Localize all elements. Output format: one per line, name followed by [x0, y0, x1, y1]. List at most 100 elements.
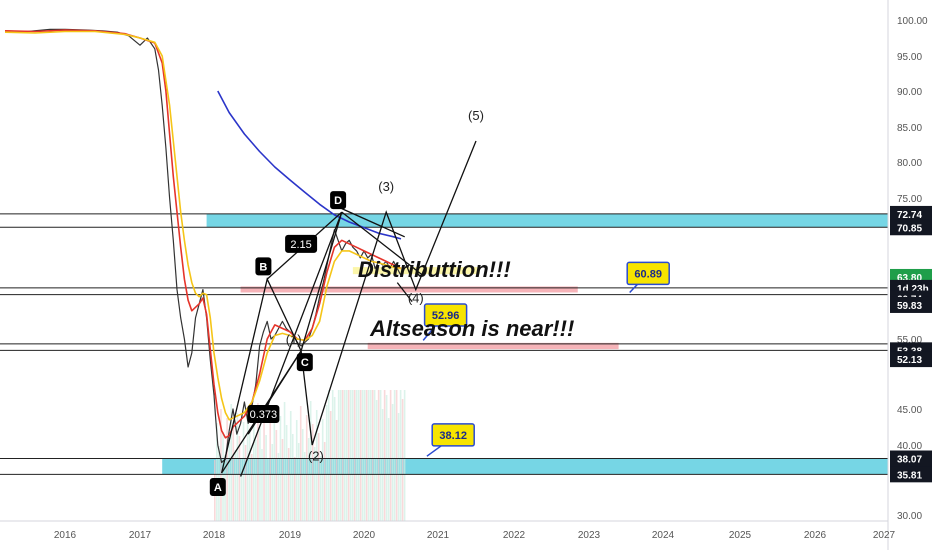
price-zone [162, 458, 888, 475]
x-tick-label: 2017 [129, 530, 152, 541]
volume-bar [375, 400, 378, 521]
price-tag-label: 52.13 [897, 355, 922, 366]
volume-bar [367, 390, 370, 521]
volume-bar [343, 390, 346, 521]
wave-line [239, 211, 343, 477]
price-tag-box [890, 296, 932, 313]
volume-bar [283, 402, 286, 521]
x-tick-label: 2027 [873, 530, 896, 541]
volume-bar [365, 390, 368, 521]
ratio-label-box [285, 234, 318, 253]
volume-bar [246, 408, 249, 521]
wave-label: (5) [468, 108, 484, 123]
callout-value: 52.96 [432, 310, 460, 322]
x-tick-label: 2016 [54, 530, 77, 541]
y-tick-label: 40.00 [897, 441, 922, 452]
volume-bar [295, 420, 298, 521]
y-tick-label: 95.00 [897, 52, 922, 63]
volume-bar [363, 390, 366, 521]
volume-bar [250, 454, 253, 521]
volume-bar [222, 432, 224, 521]
volume-bar [373, 390, 376, 521]
volume-bar [377, 390, 380, 521]
volume-bar [389, 390, 392, 521]
wave-label: (2) [308, 448, 324, 463]
point-label-box [209, 478, 226, 496]
ratio-label-box [247, 405, 280, 424]
wave-label: (4) [408, 290, 424, 305]
x-tick-label: 2024 [652, 530, 675, 541]
y-tick-label: 90.00 [897, 87, 922, 98]
volume-bar [259, 426, 261, 521]
point-label: C [301, 357, 309, 369]
volume-bar [263, 412, 265, 521]
price-tag-label: 63.80 [897, 273, 922, 284]
volume-bar [265, 435, 267, 521]
point-label-box [255, 257, 272, 276]
volume-bar [349, 390, 352, 521]
price-tag-box [890, 450, 932, 467]
volume-bar [287, 448, 290, 521]
volume-bar [381, 409, 384, 521]
price-tag-label: 72.74 [897, 210, 922, 221]
volume-bar [323, 442, 326, 521]
x-tick-label: 2025 [729, 530, 752, 541]
y-tick-label: 30.00 [897, 511, 922, 522]
volume-bar [357, 390, 360, 521]
y-tick-label: 80.00 [897, 158, 922, 169]
price-tag-box [890, 219, 932, 236]
series-line [4, 29, 402, 439]
volume-bar [293, 457, 296, 521]
x-tick-label: 2023 [578, 530, 601, 541]
volume-bar [309, 401, 312, 521]
volume-bar [307, 438, 310, 521]
volume-bar [403, 390, 406, 521]
callout-value: 38.12 [439, 430, 467, 442]
y-tick-label: 55.00 [897, 335, 922, 346]
volume-bar [383, 390, 386, 521]
volume-layer [214, 390, 406, 521]
volume-bar [279, 416, 282, 521]
x-tick-label: 2021 [427, 530, 450, 541]
volume-bar [369, 390, 372, 521]
y-axis[interactable]: 30.00 40.00 45.00 55.00 75.00 80.00 85.00 90.00… [897, 16, 928, 522]
volume-bar [267, 458, 269, 521]
volume-bar [399, 390, 402, 521]
volume-bar [234, 450, 237, 521]
x-axis[interactable]: 2016 2017 2018 2019 2020 2021 2022 2023 2024 2025… [54, 530, 896, 541]
y-tick-label: 100.00 [897, 16, 928, 27]
volume-bar [327, 390, 330, 521]
volume-bar [242, 422, 245, 521]
horizontal-line-layer [0, 213, 888, 475]
volume-bar [248, 431, 251, 521]
point-label: A [214, 482, 222, 494]
price-tag-box [890, 205, 932, 222]
volume-bar [339, 390, 342, 521]
volume-bar [329, 411, 332, 521]
callout-value: 60.89 [634, 268, 662, 280]
callout-box [431, 423, 475, 447]
ratio-label: 2.15 [290, 239, 311, 251]
price-zone [206, 213, 889, 228]
volume-bar [275, 430, 278, 521]
wave-line [341, 211, 424, 277]
volume-bar [220, 409, 222, 521]
volume-bar [261, 449, 263, 521]
volume-bar [240, 459, 243, 521]
wave-line [341, 208, 405, 238]
annotation-text: Altseason is near!!! [369, 316, 574, 341]
price-tag-label: 38.07 [897, 455, 922, 466]
volume-bar [351, 390, 354, 521]
volume-bar [401, 399, 404, 521]
series-line [4, 28, 402, 464]
volume-bar [385, 395, 388, 521]
series-layer [4, 28, 402, 464]
volume-bar [305, 415, 308, 521]
price-tag-label: 35.81 [897, 470, 922, 481]
x-tick-label: 2020 [353, 530, 376, 541]
volume-bar [228, 441, 230, 521]
price-tag-label: 70.85 [897, 223, 922, 234]
y-tick-label: 45.00 [897, 405, 922, 416]
